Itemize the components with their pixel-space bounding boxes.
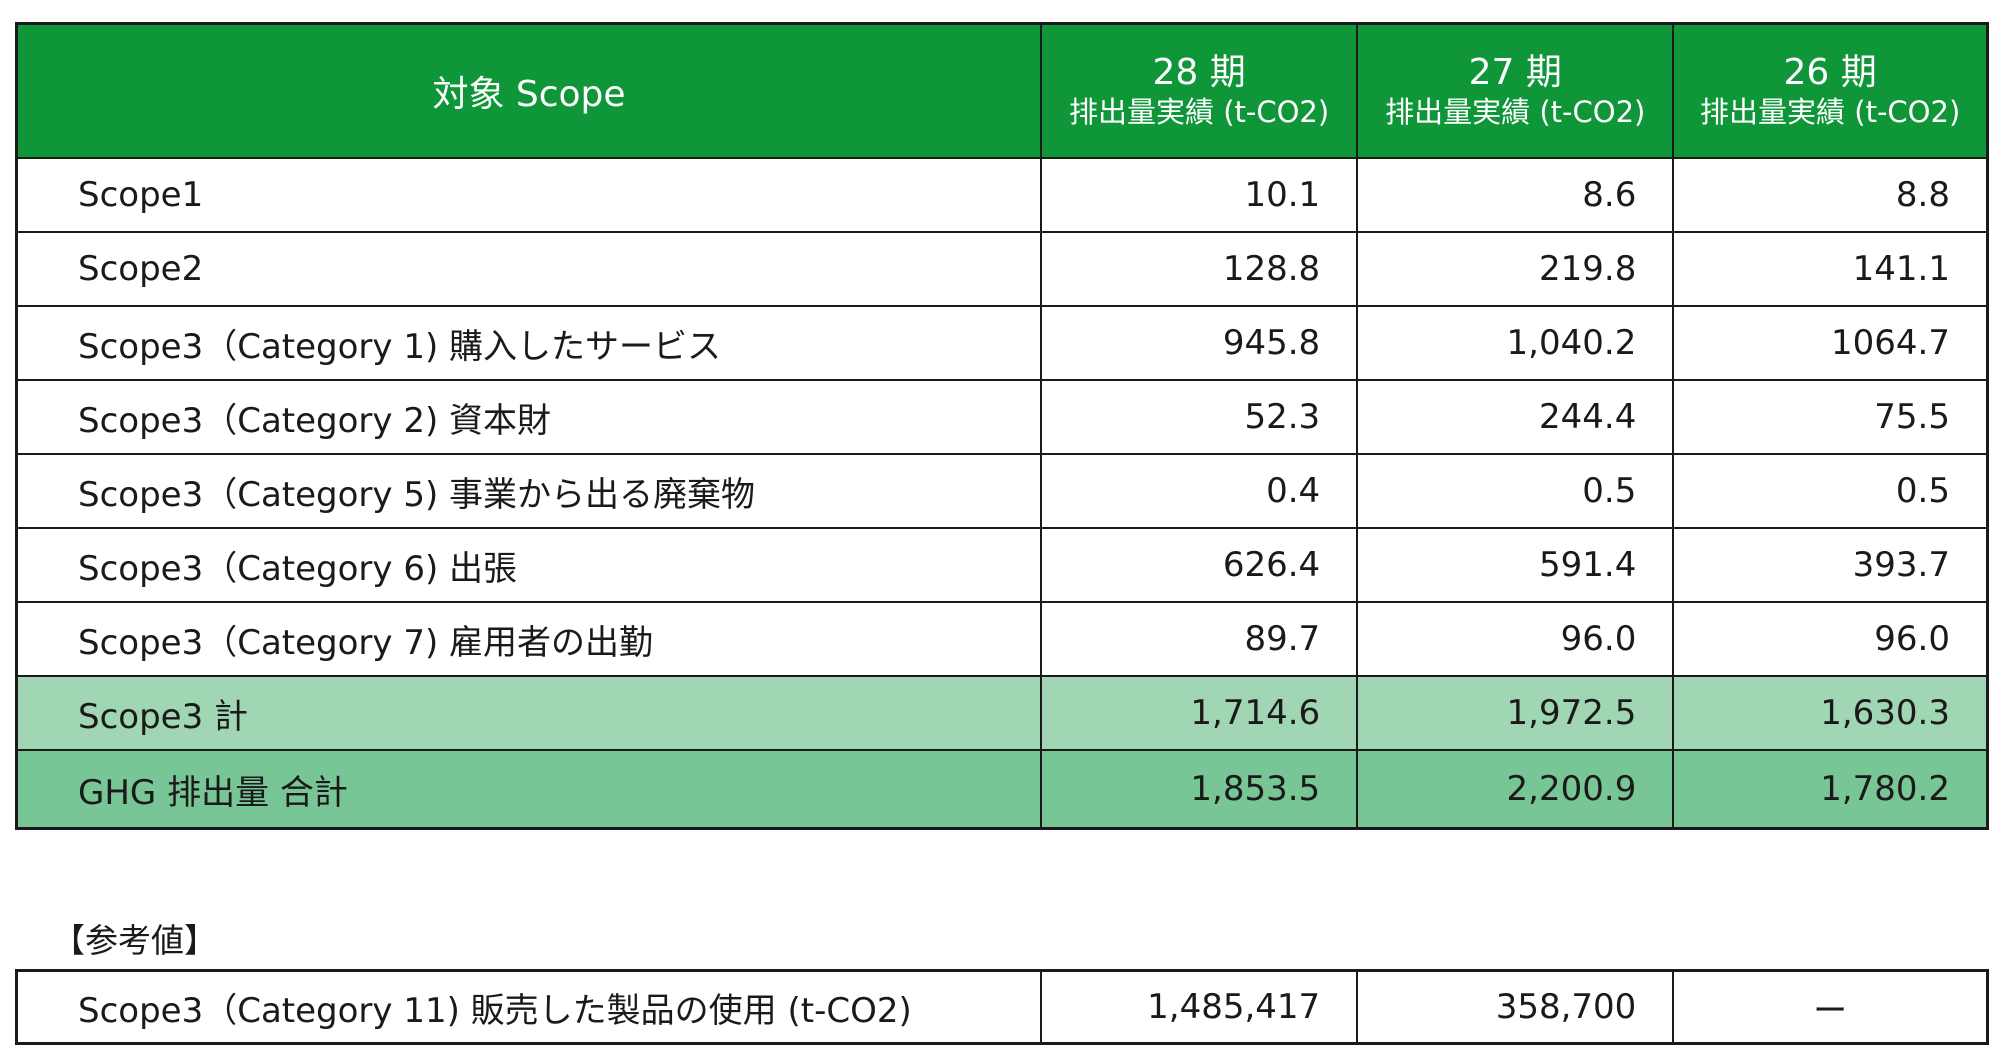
reference-value: 1,485,417 xyxy=(1040,969,1359,1045)
row-label: Scope3（Category 2) 資本財 xyxy=(15,379,1043,455)
reference-label: Scope3（Category 11) 販売した製品の使用 (t-CO2) xyxy=(15,969,1043,1045)
table-row: Scope3（Category 1) 購入したサービス 945.8 1,040.… xyxy=(15,305,1989,381)
reference-value: 358,700 xyxy=(1356,969,1675,1045)
cell-value: 945.8 xyxy=(1040,305,1359,381)
header-period-sub: 排出量実績 (t-CO2) xyxy=(1068,95,1330,129)
header-period-sub: 排出量実績 (t-CO2) xyxy=(1385,95,1646,129)
cell-value: 52.3 xyxy=(1040,379,1359,455)
cell-value: 128.8 xyxy=(1040,231,1359,307)
subtotal-label: Scope3 計 xyxy=(15,675,1043,751)
header-period-26: 26 期 排出量実績 (t-CO2) xyxy=(1672,22,1989,159)
row-label: Scope3（Category 6) 出張 xyxy=(15,527,1043,603)
reference-table: Scope3（Category 11) 販売した製品の使用 (t-CO2) 1,… xyxy=(15,969,1989,1045)
cell-value: 1,040.2 xyxy=(1356,305,1675,381)
header-period-label: 26 期 xyxy=(1783,52,1877,93)
reference-title: 【参考値】 xyxy=(52,921,217,960)
cell-value: 393.7 xyxy=(1672,527,1989,603)
subtotal-value: 1,630.3 xyxy=(1672,675,1989,751)
table-row: Scope1 10.1 8.6 8.8 xyxy=(15,157,1989,233)
cell-value: 626.4 xyxy=(1040,527,1359,603)
cell-value: 10.1 xyxy=(1040,157,1359,233)
total-value: 1,780.2 xyxy=(1672,749,1989,830)
cell-value: 219.8 xyxy=(1356,231,1675,307)
cell-value: 8.8 xyxy=(1672,157,1989,233)
table-row: Scope3（Category 7) 雇用者の出勤 89.7 96.0 96.0 xyxy=(15,601,1989,677)
cell-value: 96.0 xyxy=(1672,601,1989,677)
total-row: GHG 排出量 合計 1,853.5 2,200.9 1,780.2 xyxy=(15,749,1989,830)
cell-value: 8.6 xyxy=(1356,157,1675,233)
header-period-label: 27 期 xyxy=(1468,52,1562,93)
header-period-27: 27 期 排出量実績 (t-CO2) xyxy=(1356,22,1675,159)
header-period-28: 28 期 排出量実績 (t-CO2) xyxy=(1040,22,1359,159)
total-value: 2,200.9 xyxy=(1356,749,1675,830)
table-header-row: 対象 Scope 28 期 排出量実績 (t-CO2) 27 期 排出量実績 (… xyxy=(15,22,1989,159)
row-label: Scope1 xyxy=(15,157,1043,233)
header-period-label: 28 期 xyxy=(1152,52,1246,93)
row-label: Scope3（Category 5) 事業から出る廃棄物 xyxy=(15,453,1043,529)
cell-value: 141.1 xyxy=(1672,231,1989,307)
cell-value: 75.5 xyxy=(1672,379,1989,455)
cell-value: 244.4 xyxy=(1356,379,1675,455)
total-value: 1,853.5 xyxy=(1040,749,1359,830)
table-row: Scope3（Category 2) 資本財 52.3 244.4 75.5 xyxy=(15,379,1989,455)
emissions-table: 対象 Scope 28 期 排出量実績 (t-CO2) 27 期 排出量実績 (… xyxy=(15,22,1989,830)
cell-value: 96.0 xyxy=(1356,601,1675,677)
cell-value: 1064.7 xyxy=(1672,305,1989,381)
row-label: Scope3（Category 7) 雇用者の出勤 xyxy=(15,601,1043,677)
header-scope: 対象 Scope xyxy=(15,22,1043,159)
row-label: Scope2 xyxy=(15,231,1043,307)
reference-value: ー xyxy=(1672,969,1989,1045)
row-label: Scope3（Category 1) 購入したサービス xyxy=(15,305,1043,381)
subtotal-row: Scope3 計 1,714.6 1,972.5 1,630.3 xyxy=(15,675,1989,751)
total-label: GHG 排出量 合計 xyxy=(15,749,1043,830)
cell-value: 89.7 xyxy=(1040,601,1359,677)
reference-row: Scope3（Category 11) 販売した製品の使用 (t-CO2) 1,… xyxy=(15,969,1989,1045)
header-period-sub: 排出量実績 (t-CO2) xyxy=(1700,95,1961,129)
table-row: Scope3（Category 6) 出張 626.4 591.4 393.7 xyxy=(15,527,1989,603)
cell-value: 0.5 xyxy=(1672,453,1989,529)
subtotal-value: 1,714.6 xyxy=(1040,675,1359,751)
cell-value: 591.4 xyxy=(1356,527,1675,603)
subtotal-value: 1,972.5 xyxy=(1356,675,1675,751)
table-row: Scope2 128.8 219.8 141.1 xyxy=(15,231,1989,307)
cell-value: 0.5 xyxy=(1356,453,1675,529)
cell-value: 0.4 xyxy=(1040,453,1359,529)
table-row: Scope3（Category 5) 事業から出る廃棄物 0.4 0.5 0.5 xyxy=(15,453,1989,529)
